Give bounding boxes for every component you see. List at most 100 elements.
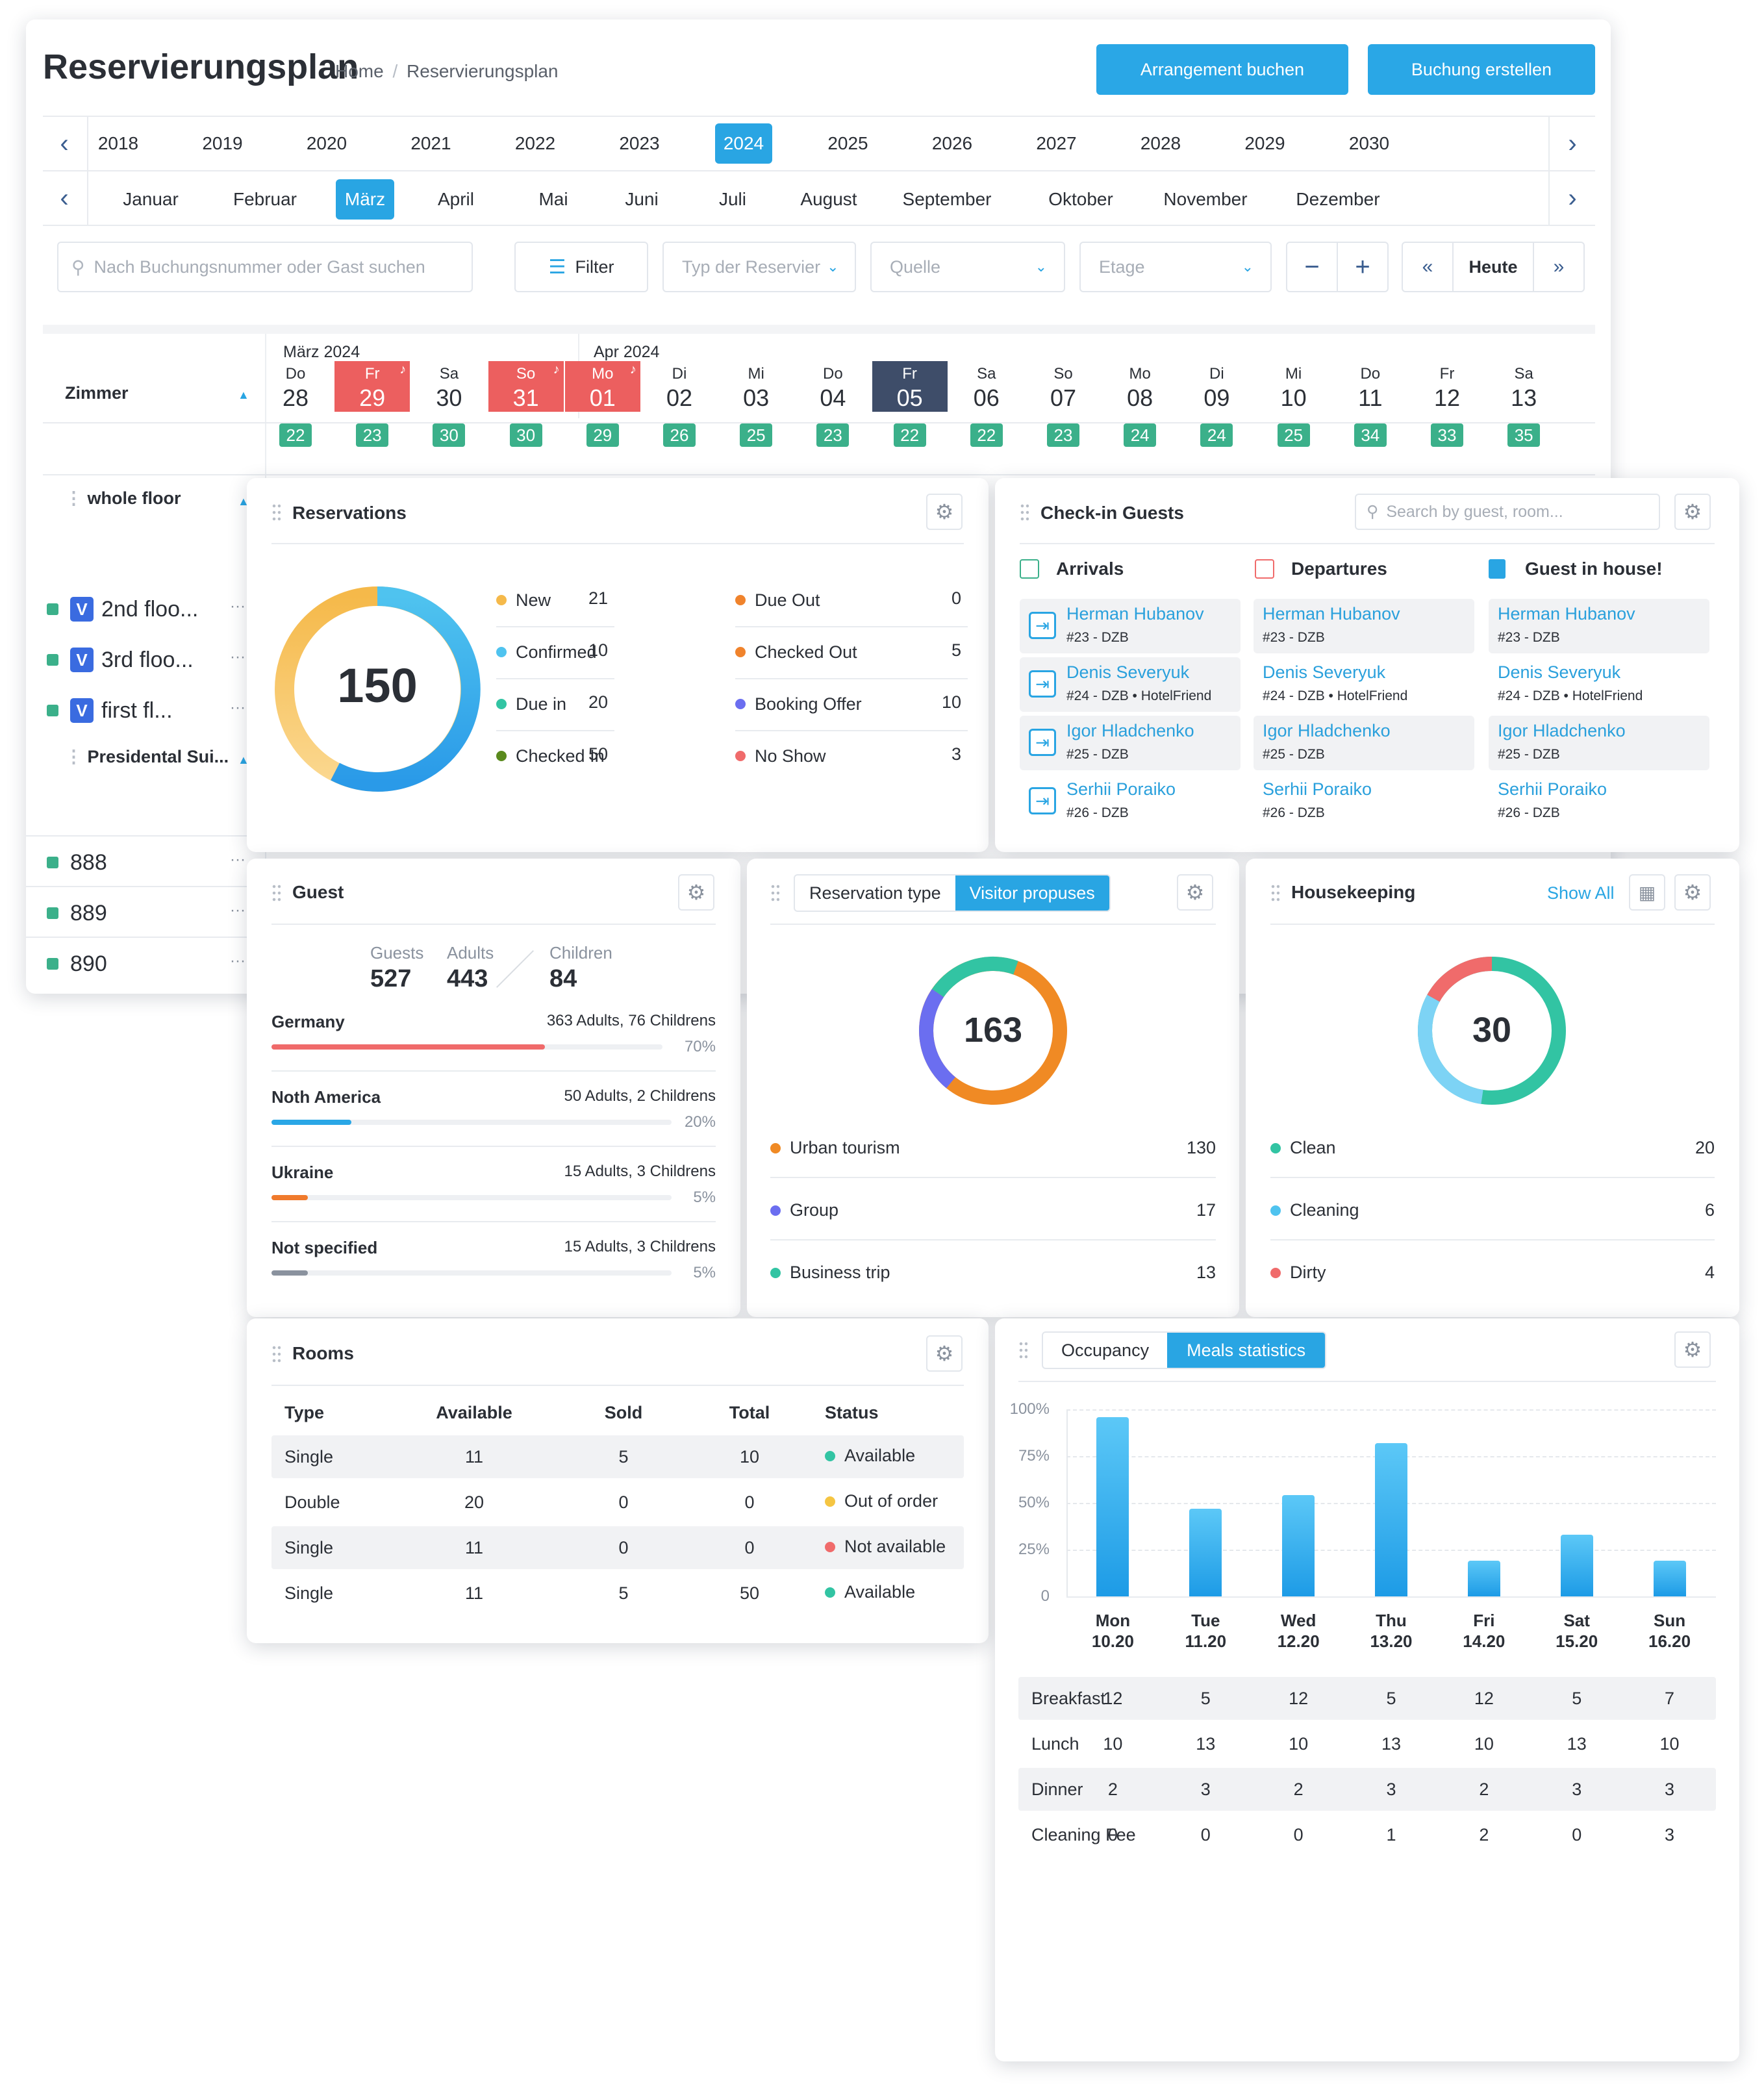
zimmer-header[interactable]: Zimmer: [65, 383, 129, 403]
guest-card[interactable]: [1020, 599, 1241, 653]
year-2022[interactable]: 2022: [514, 133, 556, 153]
group-row-whole-floor[interactable]: ⋮ whole floor: [65, 488, 181, 509]
guest-card[interactable]: [1489, 599, 1709, 653]
year-2029[interactable]: 2029: [1244, 133, 1285, 153]
filter-button[interactable]: ☰ Filter: [514, 242, 648, 292]
guest-card[interactable]: [1254, 716, 1474, 770]
reservation-type-select[interactable]: Typ der Reservier ⌄: [662, 242, 856, 292]
tab-meals-statistics[interactable]: Meals statistics: [1167, 1333, 1326, 1368]
day-header[interactable]: So 31 ♪: [488, 361, 564, 412]
guest-name[interactable]: Serhii Poraiko: [1498, 779, 1607, 799]
tab-occupancy[interactable]: Occupancy: [1061, 1340, 1150, 1360]
today-button[interactable]: Heute: [1452, 242, 1534, 292]
gear-icon[interactable]: ⚙: [1674, 494, 1711, 530]
checkin-icon[interactable]: ⇥: [1029, 787, 1056, 814]
drag-handle-icon[interactable]: [1018, 1341, 1027, 1360]
month-item[interactable]: Oktober: [1048, 189, 1113, 209]
gear-icon[interactable]: ⚙: [926, 494, 963, 530]
more-icon[interactable]: ···: [230, 851, 246, 868]
sort-up-icon[interactable]: ▲: [238, 388, 249, 401]
month-item[interactable]: März: [336, 179, 394, 220]
checkin-icon[interactable]: ⇥: [1029, 670, 1056, 698]
year-2024[interactable]: 2024: [715, 123, 772, 164]
year-2023[interactable]: 2023: [619, 133, 660, 153]
guest-name[interactable]: Herman Hubanov: [1263, 604, 1400, 623]
day-header[interactable]: Mo 01 ♪: [564, 361, 640, 412]
tab-visitor-purposes[interactable]: Visitor propuses: [955, 875, 1109, 911]
year-2028[interactable]: 2028: [1140, 133, 1181, 153]
day-header[interactable]: Fr 05: [872, 361, 948, 412]
month-next-icon[interactable]: ›: [1548, 171, 1595, 225]
month-prev-icon[interactable]: ‹: [42, 171, 88, 225]
more-icon[interactable]: ···: [230, 598, 246, 615]
drag-handle-icon[interactable]: [1020, 503, 1029, 522]
drag-handle-icon[interactable]: [1270, 883, 1279, 903]
day-header[interactable]: Do 28: [258, 361, 333, 412]
month-item[interactable]: Februar: [233, 189, 297, 209]
guest-name[interactable]: Herman Hubanov: [1066, 604, 1204, 623]
day-header[interactable]: Fr 29 ♪: [334, 361, 410, 412]
gear-icon[interactable]: ⚙: [1674, 1331, 1711, 1368]
day-header[interactable]: So 07: [1026, 361, 1101, 412]
collapse-icon[interactable]: ▲: [238, 753, 249, 766]
day-header[interactable]: Sa 13: [1486, 361, 1561, 412]
buchung-erstellen-button[interactable]: Buchung erstellen: [1368, 44, 1595, 95]
month-item[interactable]: Januar: [123, 189, 179, 209]
year-2020[interactable]: 2020: [306, 133, 347, 153]
gear-icon[interactable]: ⚙: [678, 874, 714, 911]
room-row[interactable]: 889: [26, 894, 247, 933]
drag-handle-icon[interactable]: [271, 503, 281, 522]
month-item[interactable]: Juli: [718, 189, 746, 209]
guest-name[interactable]: Denis Severyuk: [1263, 662, 1386, 682]
day-header[interactable]: Do 04: [795, 361, 870, 412]
room-row[interactable]: 888: [26, 843, 247, 882]
floor-select[interactable]: Etage ⌄: [1079, 242, 1272, 292]
guest-card[interactable]: [1020, 657, 1241, 712]
guest-name[interactable]: Serhii Poraiko: [1263, 779, 1372, 799]
guest-card[interactable]: [1489, 716, 1709, 770]
guest-name[interactable]: Igor Hladchenko: [1066, 721, 1194, 740]
month-item[interactable]: September: [902, 189, 992, 209]
day-header[interactable]: Mi 10: [1256, 361, 1331, 412]
year-2019[interactable]: 2019: [202, 133, 243, 153]
next-period-button[interactable]: »: [1533, 242, 1585, 292]
tab-reservation-type[interactable]: Reservation type: [809, 883, 941, 903]
breadcrumb-home[interactable]: Home: [335, 61, 384, 81]
show-all-link[interactable]: Show All: [1547, 883, 1615, 903]
guest-search-input[interactable]: ⚲ Search by guest, room...: [1355, 494, 1660, 530]
room-row[interactable]: 890: [26, 944, 247, 983]
month-item[interactable]: April: [437, 189, 474, 209]
drag-handle-icon[interactable]: ⋮: [65, 488, 82, 508]
year-prev-icon[interactable]: ‹: [42, 117, 88, 170]
more-icon[interactable]: ···: [230, 952, 246, 970]
year-next-icon[interactable]: ›: [1548, 117, 1595, 170]
day-header[interactable]: Mo 08: [1102, 361, 1178, 412]
year-2027[interactable]: 2027: [1036, 133, 1077, 153]
year-2021[interactable]: 2021: [410, 133, 451, 153]
booking-search-input[interactable]: ⚲ Nach Buchungsnummer oder Gast suchen: [57, 242, 473, 292]
guest-name[interactable]: Igor Hladchenko: [1498, 721, 1626, 740]
more-icon[interactable]: ···: [230, 648, 246, 666]
guest-name[interactable]: Denis Severyuk: [1066, 662, 1190, 682]
guest-name[interactable]: Herman Hubanov: [1498, 604, 1635, 623]
month-item[interactable]: Juni: [625, 189, 659, 209]
arrangement-buchen-button[interactable]: Arrangement buchen: [1096, 44, 1348, 95]
calendar-icon[interactable]: ▦: [1629, 874, 1665, 911]
drag-handle-icon[interactable]: [770, 883, 779, 903]
room-row[interactable]: V 2nd floo...: [26, 590, 247, 629]
drag-handle-icon[interactable]: [271, 1344, 281, 1364]
year-2018[interactable]: 2018: [97, 133, 139, 153]
guest-name[interactable]: Denis Severyuk: [1498, 662, 1621, 682]
month-item[interactable]: November: [1163, 189, 1248, 209]
more-icon[interactable]: ···: [230, 699, 246, 716]
guest-name[interactable]: Serhii Poraiko: [1066, 779, 1176, 799]
day-header[interactable]: Sa 30: [411, 361, 486, 412]
month-item[interactable]: Dezember: [1296, 189, 1380, 209]
group-row-presidental[interactable]: ⋮ Presidental Sui...: [65, 747, 229, 767]
month-item[interactable]: August: [800, 189, 857, 209]
zoom-in-button[interactable]: +: [1337, 242, 1389, 292]
zoom-out-button[interactable]: −: [1286, 242, 1338, 292]
day-header[interactable]: Di 09: [1179, 361, 1254, 412]
guest-card[interactable]: [1020, 774, 1241, 829]
